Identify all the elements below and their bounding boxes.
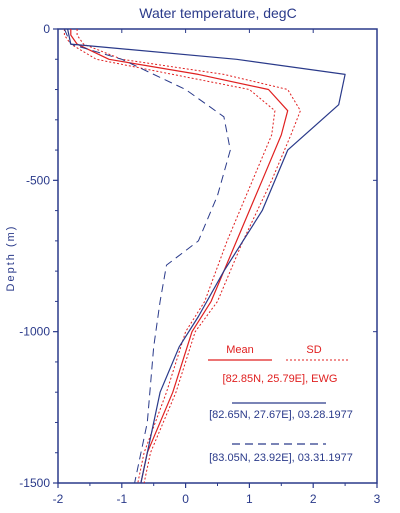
legend-st1-label: [82.65N, 27.67E], 03.28.1977	[209, 409, 353, 421]
series-line-st1	[67, 28, 346, 484]
x-tick-label: 3	[374, 492, 381, 506]
y-axis-label: Depth (m)	[5, 225, 17, 292]
x-tick-label: 1	[246, 492, 253, 506]
y-tick-label: 0	[43, 22, 50, 36]
series-line-mean	[70, 29, 289, 484]
x-tick-label: 2	[310, 492, 317, 506]
legend: Mean SD [82.85N, 25.79E], EWG [82.65N, 2…	[208, 344, 353, 464]
y-tick-label: -1500	[19, 476, 50, 490]
series-layer	[63, 28, 346, 484]
series-line-st2	[63, 28, 231, 484]
x-tick-label: -2	[53, 492, 64, 506]
x-tick-label: -1	[116, 492, 127, 506]
x-tick-label: 0	[182, 492, 189, 506]
y-axis-ticks: 0 -500 -1000 -1500	[19, 22, 377, 490]
legend-sd-label: SD	[306, 344, 321, 356]
series-line-sd-low	[63, 29, 276, 484]
x-axis-ticks: -2 -1 0 1 2 3	[53, 29, 381, 506]
svg-text:Depth (m): Depth (m)	[5, 225, 17, 292]
legend-ewg-label: [82.85N, 25.79E], EWG	[223, 373, 338, 385]
legend-mean-label: Mean	[226, 344, 254, 356]
y-tick-label: -500	[26, 173, 50, 187]
series-line-sd-high	[76, 29, 301, 484]
legend-st2-label: [83.05N, 23.92E], 03.31.1977	[209, 452, 353, 464]
chart-title: Water temperature, degC	[139, 5, 296, 21]
y-tick-label: -1000	[19, 325, 50, 339]
